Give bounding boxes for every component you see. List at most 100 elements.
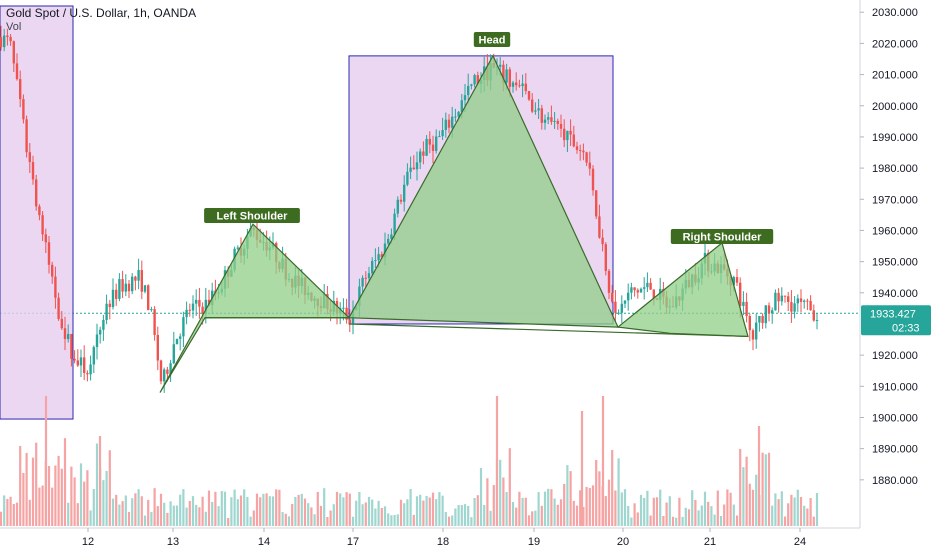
volume-bar <box>521 497 524 526</box>
candle-body <box>140 270 143 292</box>
candle-body <box>451 116 454 128</box>
candle-body <box>374 260 377 262</box>
volume-bar <box>92 488 95 526</box>
candle-body <box>153 309 156 335</box>
current-price-tag <box>861 305 931 336</box>
candle-body <box>767 305 771 314</box>
volume-bar <box>172 505 175 526</box>
volume-bar <box>54 465 57 526</box>
volume-bar <box>492 485 495 526</box>
volume-bar <box>553 498 556 526</box>
volume-bar <box>483 504 486 526</box>
volume-bar <box>297 494 300 526</box>
volume-bar <box>531 511 534 526</box>
volume-bar <box>137 489 140 526</box>
y-tick-label: 1970.000 <box>872 194 918 206</box>
volume-bar <box>723 504 726 526</box>
volume-bar <box>35 442 38 526</box>
candle-body <box>646 282 649 288</box>
candle-body <box>63 328 67 340</box>
head-label: Head <box>479 35 506 47</box>
volume-bar <box>335 491 339 526</box>
candle-body <box>387 238 390 244</box>
volume-bar <box>499 459 502 526</box>
volume-bar <box>211 501 214 526</box>
volume-bar <box>227 517 230 526</box>
candle-body <box>201 306 204 314</box>
volume-bar <box>329 510 332 526</box>
volume-bar <box>287 516 291 526</box>
candle-body <box>172 344 175 364</box>
candle-body <box>182 317 185 337</box>
volume-bar <box>803 505 806 526</box>
volume-bar <box>22 472 25 526</box>
candle-body <box>156 334 159 361</box>
candle-body <box>780 295 783 302</box>
candle-body <box>422 151 425 156</box>
candle-body <box>607 270 611 293</box>
volume-bar <box>47 466 51 526</box>
countdown-timer: 02:33 <box>892 322 920 334</box>
candle-body <box>35 179 38 207</box>
candle-body <box>547 117 550 120</box>
volume-bar <box>390 515 393 526</box>
candle-body <box>73 358 76 361</box>
x-tick-label: 12 <box>82 536 94 548</box>
candle-body <box>390 234 393 239</box>
candle-body <box>812 310 815 321</box>
volume-bar <box>713 514 716 526</box>
volume-legend[interactable]: Vol <box>6 21 22 33</box>
volume-bar <box>681 516 684 526</box>
candle-body <box>457 111 460 117</box>
volume-bar <box>428 497 431 526</box>
x-tick-label: 20 <box>617 536 629 548</box>
candle-body <box>476 75 479 84</box>
volume-bar <box>745 456 748 526</box>
volume-bar <box>515 507 518 526</box>
volume-bar <box>294 496 297 526</box>
pattern-labels: Left Shoulder Head Right Shoulder <box>204 32 774 244</box>
candle-body <box>41 215 44 235</box>
volume-bar <box>732 504 735 526</box>
volume-bar <box>655 497 659 526</box>
volume-bar <box>166 512 169 526</box>
volume-bar <box>175 505 179 526</box>
volume-bar <box>662 515 665 526</box>
symbol-title[interactable]: Gold Spot / U.S. Dollar, 1h, OANDA <box>6 6 197 20</box>
volume-bar <box>86 470 89 526</box>
left-shoulder-triangle <box>159 223 351 393</box>
volume-bar <box>729 492 732 526</box>
volume-bar <box>710 506 713 526</box>
volume-bar <box>444 512 447 526</box>
volume-bar <box>787 503 790 526</box>
candle-body <box>54 276 57 298</box>
volume-bar <box>259 497 262 526</box>
volume-bar <box>527 515 531 526</box>
volume-bar <box>291 503 294 526</box>
volume-bar <box>697 510 700 526</box>
volume-bar <box>425 495 428 526</box>
y-tick-label: 2030.000 <box>872 7 918 19</box>
volume-bar <box>537 492 540 526</box>
volume-bar <box>393 515 396 526</box>
candle-body <box>175 338 179 345</box>
candle-body <box>559 123 563 129</box>
x-tick-label: 21 <box>704 536 716 548</box>
volume-bar <box>659 489 662 526</box>
volume-bar <box>319 505 323 526</box>
volume-bar <box>262 493 265 526</box>
candle-body <box>79 357 83 366</box>
candle-body <box>499 64 502 67</box>
volume-bar <box>620 492 623 526</box>
volume-bar <box>278 489 281 526</box>
candle-body <box>207 299 211 306</box>
volume-bar <box>595 459 598 526</box>
volume-bar <box>38 487 41 526</box>
volume-bar <box>131 498 134 526</box>
candle-body <box>22 99 25 120</box>
volume-bar <box>44 396 48 526</box>
volume-bar <box>774 493 777 526</box>
volume-bar <box>639 494 643 526</box>
volume-bar <box>121 501 124 526</box>
